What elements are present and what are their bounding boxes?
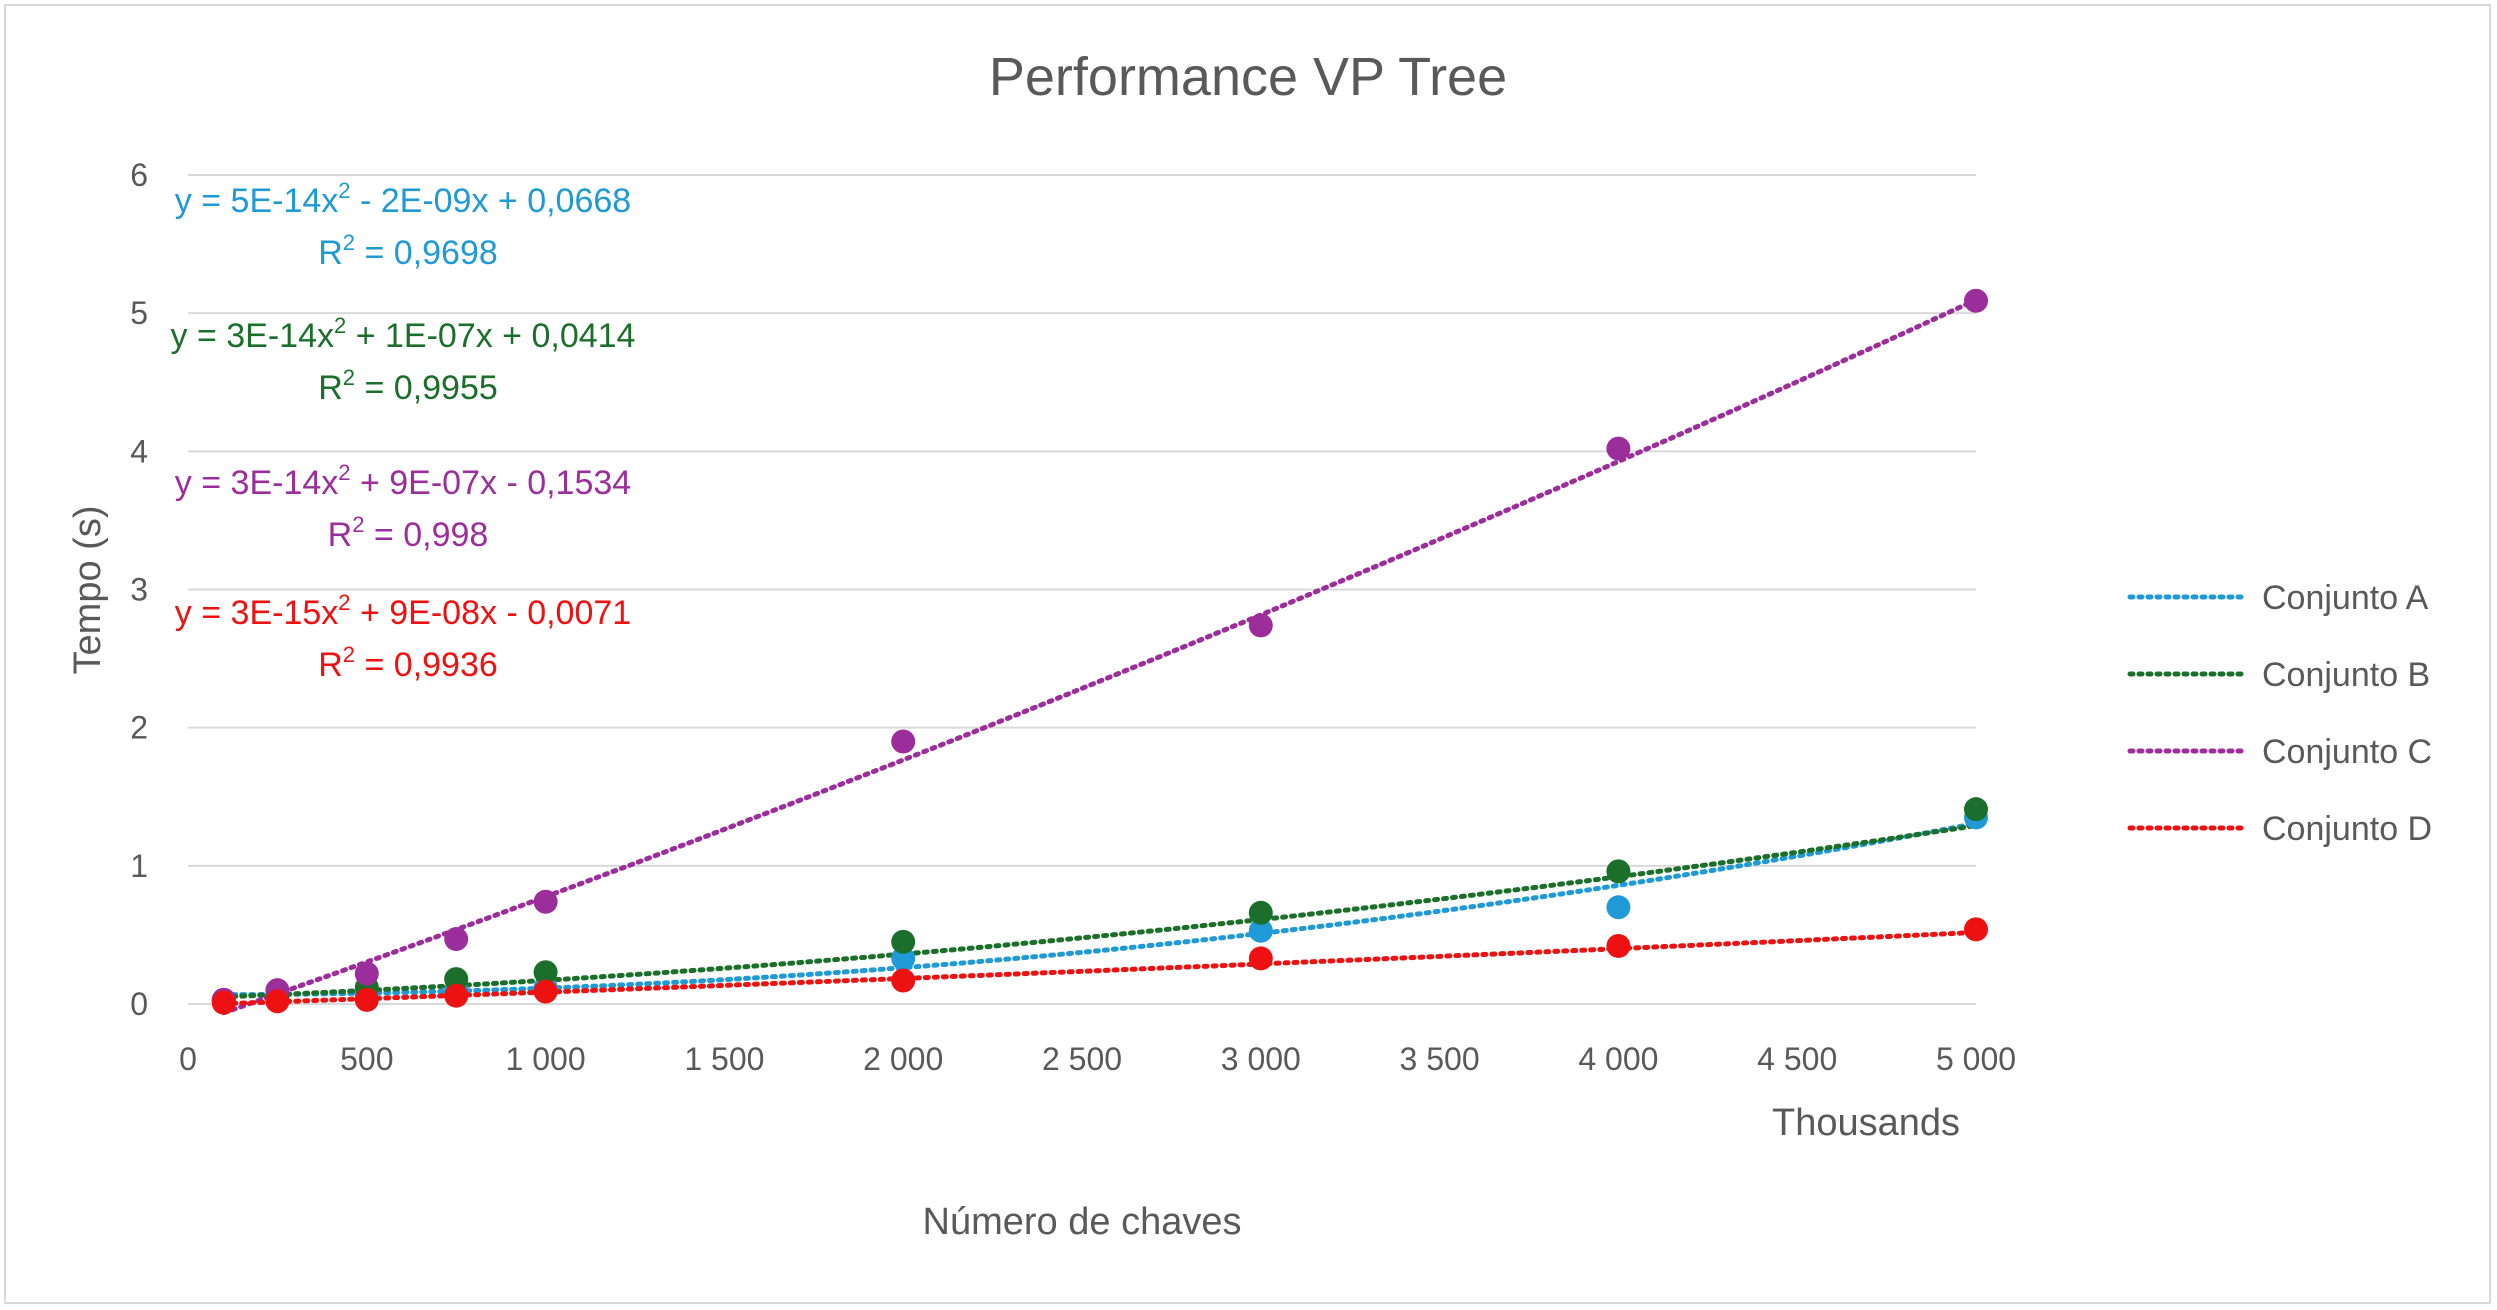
trendlines <box>221 297 1979 1016</box>
legend-label: Conjunto D <box>2262 810 2432 848</box>
x-tick-label: 3 000 <box>1221 1041 1301 1077</box>
data-point-series-4 <box>211 990 236 1015</box>
legend-label: Conjunto A <box>2262 579 2429 617</box>
data-point-series-1 <box>1248 918 1273 943</box>
data-point-series-4 <box>1248 946 1273 971</box>
data-point-series-1 <box>891 946 916 971</box>
x-tick-label: 2 000 <box>863 1041 943 1077</box>
data-point-series-4 <box>891 968 916 993</box>
y-tick-label: 0 <box>130 986 148 1022</box>
gridlines <box>188 174 1976 1005</box>
x-tick-label: 1 500 <box>684 1041 764 1077</box>
data-point-series-4 <box>1964 917 1988 942</box>
data-point-series-3 <box>533 889 558 914</box>
trend-r-squared: R2 = 0,998 <box>328 512 489 554</box>
trend-r-squared: R2 = 0,9936 <box>318 642 498 684</box>
trendline-series-1 <box>221 820 1979 998</box>
x-tick-label: 4 500 <box>1757 1041 1837 1077</box>
data-point-series-3 <box>444 927 469 952</box>
data-point-series-3 <box>354 961 379 986</box>
y-tick-label: 4 <box>130 433 148 469</box>
x-axis-ticks: 0 500 1 000 1 500 2 000 2 500 3 000 3 500 4 000 4… <box>179 1041 2016 1077</box>
x-tick-label: 1 000 <box>506 1041 586 1077</box>
data-point-series-4 <box>1606 933 1631 958</box>
data-point-series-1 <box>1606 895 1631 920</box>
data-point-series-3 <box>1248 613 1273 638</box>
data-point-series-4 <box>354 987 379 1012</box>
data-point-series-2 <box>533 960 558 985</box>
x-tick-label: 2 500 <box>1042 1041 1122 1077</box>
trendline-series-4 <box>221 929 1979 1007</box>
y-tick-label: 6 <box>130 157 148 193</box>
trend-equation: y = 3E-14x2 + 9E-07x - 0,1534 <box>175 460 631 502</box>
data-point-series-2 <box>1606 859 1631 884</box>
data-point-series-4 <box>265 989 290 1014</box>
data-point-series-4 <box>533 979 558 1004</box>
x-tick-label: 500 <box>340 1041 393 1077</box>
y-axis-ticks: 0 1 2 3 4 5 6 <box>130 157 148 1022</box>
legend-label: Conjunto C <box>2262 733 2432 771</box>
data-point-series-3 <box>1606 436 1631 461</box>
trendline-series-2 <box>221 823 1979 1000</box>
trend-r-squared: R2 = 0,9698 <box>318 230 498 272</box>
y-tick-label: 2 <box>130 710 148 746</box>
trend-r-squared: R2 = 0,9955 <box>318 365 498 407</box>
chart-frame <box>4 4 2491 1304</box>
data-point-series-3 <box>1964 288 1988 313</box>
data-point-series-3 <box>891 729 916 754</box>
y-tick-label: 5 <box>130 295 148 331</box>
trend-equations: y = 5E-14x2 - 2E-09x + 0,0668 R2 = 0,9698… <box>171 178 636 684</box>
trend-equation: y = 3E-14x2 + 1E-07x + 0,0414 <box>171 313 636 355</box>
legend-label: Conjunto B <box>2262 656 2430 694</box>
x-tick-label: 5 000 <box>1936 1041 2016 1077</box>
x-tick-label: 0 <box>179 1041 197 1077</box>
data-point-series-2 <box>891 929 916 954</box>
y-axis-title: Tempo (s) <box>67 506 109 675</box>
data-points <box>211 288 1988 1015</box>
data-point-series-2 <box>444 967 469 992</box>
x-tick-label: 3 500 <box>1400 1041 1480 1077</box>
chart-title: Performance VP Tree <box>989 47 1507 107</box>
data-point-series-2 <box>1248 900 1273 925</box>
trendline-series-3 <box>221 297 1979 1016</box>
x-tick-label: 4 000 <box>1578 1041 1658 1077</box>
x-axis-title: Número de chaves <box>923 1201 1242 1243</box>
legend: Conjunto A Conjunto B Conjunto C Conjunto D <box>2127 579 2432 848</box>
y-tick-label: 1 <box>130 848 148 884</box>
data-point-series-2 <box>1964 797 1988 822</box>
x-unit-label: Thousands <box>1772 1102 1960 1144</box>
data-point-series-4 <box>444 983 469 1008</box>
trend-equation: y = 3E-15x2 + 9E-08x - 0,0071 <box>175 590 631 632</box>
trend-equation: y = 5E-14x2 - 2E-09x + 0,0668 <box>175 178 631 220</box>
y-tick-label: 3 <box>130 572 148 608</box>
